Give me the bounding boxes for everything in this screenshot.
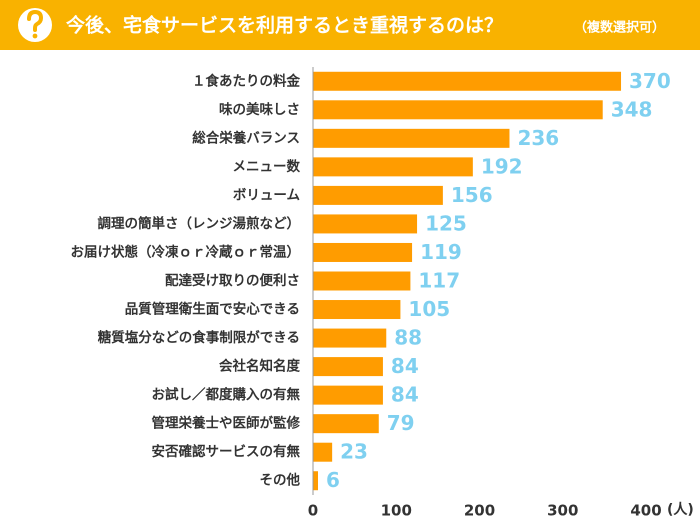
bar xyxy=(313,128,510,148)
value-label: 370 xyxy=(629,69,671,93)
x-tick-label: 400 xyxy=(630,502,661,520)
bar xyxy=(313,185,443,205)
value-label: 125 xyxy=(425,211,467,235)
value-label: 6 xyxy=(326,468,340,492)
bar xyxy=(313,328,387,348)
y-tick-label: 会社名知名度 xyxy=(219,358,300,375)
value-label: 79 xyxy=(387,411,415,435)
y-tick-label: お届け状態（冷凍ｏｒ冷蔵ｏｒ常温） xyxy=(71,243,301,260)
y-tick-label: メニュー数 xyxy=(233,158,301,175)
y-tick-label: 調理の簡単さ（レンジ湯煎など） xyxy=(98,215,301,232)
header-band xyxy=(0,0,700,50)
bar xyxy=(313,471,318,491)
value-label: 105 xyxy=(408,297,450,321)
x-axis-unit: (人) xyxy=(667,501,694,518)
value-label: 23 xyxy=(340,440,368,464)
bar xyxy=(313,242,413,262)
value-label: 117 xyxy=(418,269,460,293)
bar xyxy=(313,100,603,120)
value-label: 84 xyxy=(391,383,419,407)
x-tick-label: 100 xyxy=(381,502,412,520)
y-tick-label: １食あたりの料金 xyxy=(192,72,300,89)
y-tick-label: 管理栄養士や医師が監修 xyxy=(152,415,301,432)
y-tick-label: お試し／都度購入の有無 xyxy=(152,386,301,403)
bar xyxy=(313,414,379,434)
x-tick-label: 300 xyxy=(547,502,578,520)
bar xyxy=(313,300,401,320)
bar xyxy=(313,271,411,291)
value-label: 192 xyxy=(481,154,523,178)
value-label: 84 xyxy=(391,354,419,378)
question-icon-dot xyxy=(32,33,38,39)
y-tick-label: その他 xyxy=(260,472,301,489)
bar xyxy=(313,385,383,405)
question-icon-glyph xyxy=(27,9,44,32)
y-tick-label: 総合栄養バランス xyxy=(192,129,300,146)
bar xyxy=(313,214,418,234)
value-label: 348 xyxy=(611,97,653,121)
chart-title: 今後、宅食サービスを利用するとき重視するのは？ xyxy=(65,14,503,37)
bar xyxy=(313,357,383,377)
x-tick-label: 200 xyxy=(464,502,495,520)
value-label: 156 xyxy=(451,183,493,207)
bar xyxy=(313,157,473,177)
chart-subtitle: （複数選択可） xyxy=(574,20,665,36)
y-tick-label: 味の美味しさ xyxy=(219,101,300,118)
value-label: 119 xyxy=(420,240,462,264)
y-tick-label: 安否確認サービスの有無 xyxy=(152,443,301,460)
value-label: 88 xyxy=(394,326,422,350)
y-tick-label: 糖質塩分などの食事制限ができる xyxy=(98,329,300,346)
bar xyxy=(313,442,333,462)
x-tick-label: 0 xyxy=(308,502,318,520)
value-label: 236 xyxy=(517,126,559,150)
y-tick-label: 品質管理衛生面で安心できる xyxy=(125,301,300,318)
y-tick-label: ボリューム xyxy=(233,187,300,203)
y-tick-label: 配達受け取りの便利さ xyxy=(165,272,300,289)
bar xyxy=(313,71,622,91)
